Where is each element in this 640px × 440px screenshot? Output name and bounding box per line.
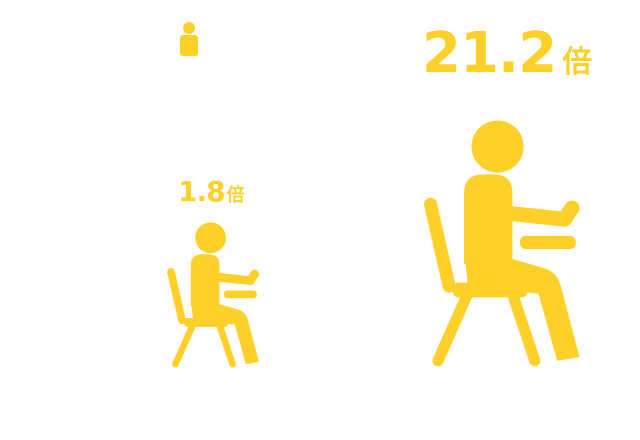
- multiplier-label-small: 1.8 倍: [178, 175, 245, 208]
- seated-person-writing-icon-small: [167, 222, 259, 368]
- multiplier-value-large: 21.2: [422, 21, 557, 86]
- multiplier-label-large: 21.2 倍: [422, 21, 592, 86]
- multiplier-unit-large: 倍: [562, 45, 592, 80]
- multiplier-value-small: 1.8: [178, 175, 226, 208]
- multiplier-unit-small: 倍: [226, 185, 245, 206]
- seated-person-writing-icon-large: [424, 120, 580, 367]
- person-icon: [180, 22, 198, 56]
